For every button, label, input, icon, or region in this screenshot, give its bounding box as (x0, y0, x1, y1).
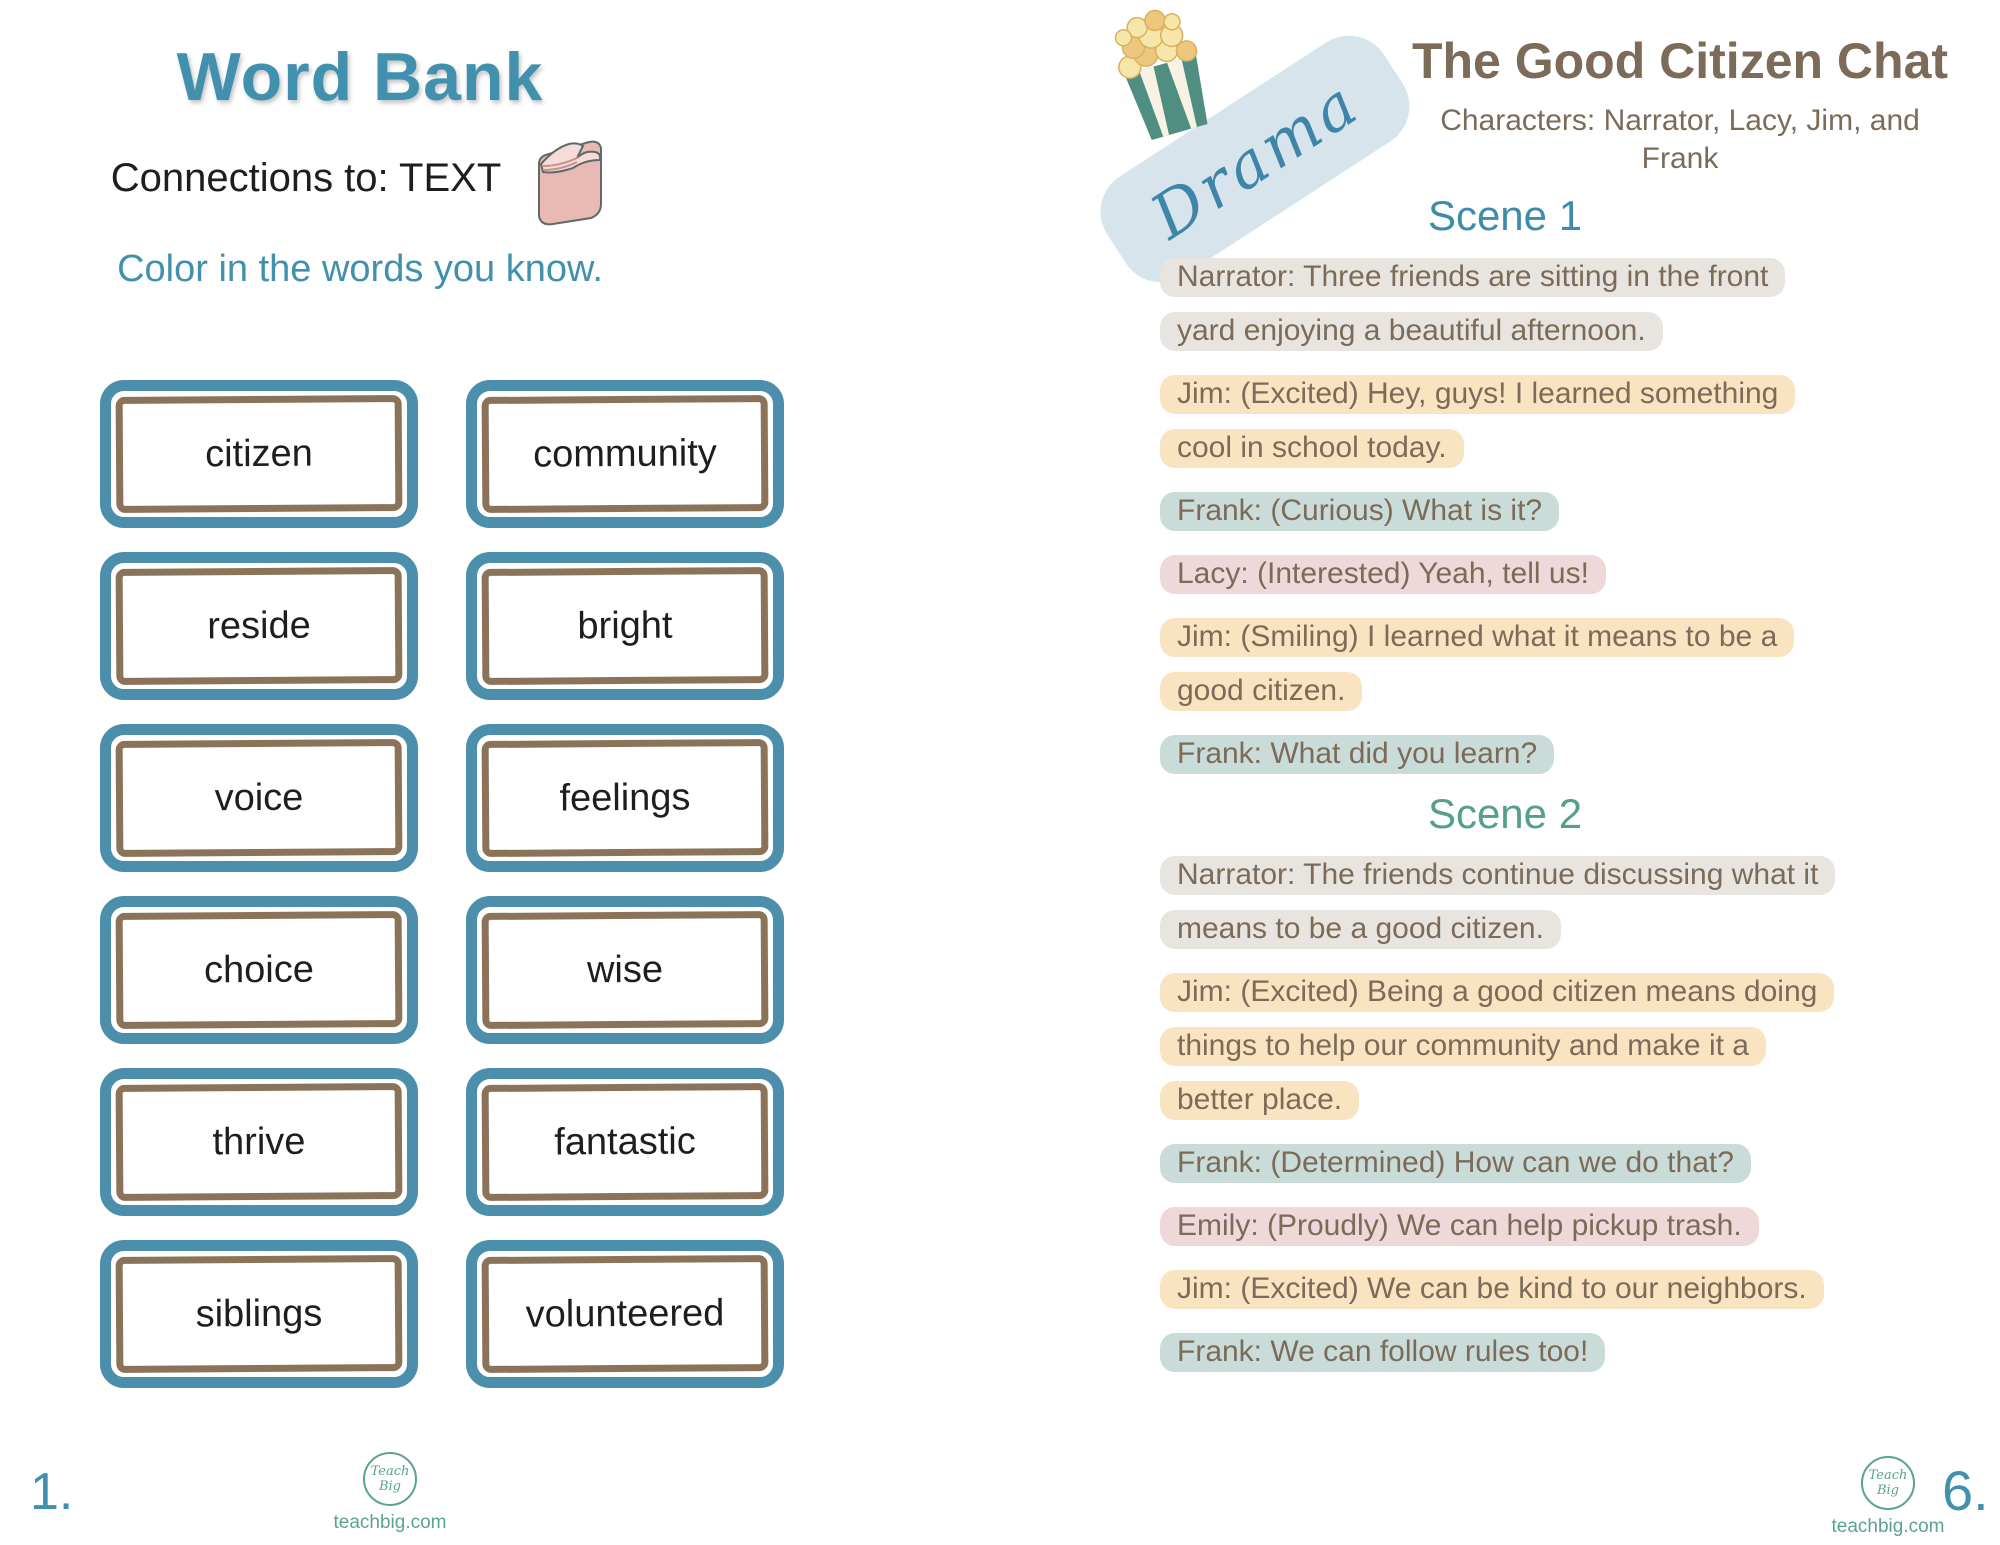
instruction-text: Color in the words you know. (117, 248, 603, 290)
word-card-choice[interactable]: choice (100, 896, 418, 1044)
speech-text: Narrator: Three friends are sitting in t… (1160, 258, 1786, 351)
word-bank-grid: citizen community reside bright voice fe… (100, 380, 784, 1388)
characters-list: Characters: Narrator, Lacy, Jim, and Fra… (1440, 104, 1920, 175)
word-bank-header: Word Bank Connections to: TEXT Color in … (40, 38, 680, 291)
word-card-reside[interactable]: reside (100, 552, 418, 700)
word-label: citizen (115, 395, 403, 513)
word-label: community (481, 395, 769, 513)
speech-text: Jim: (Excited) Being a good citizen mean… (1160, 973, 1835, 1120)
teachbig-logo-circle: Teach Big (363, 1452, 417, 1506)
teachbig-logo-circle: Teach Big (1861, 1456, 1915, 1510)
speech-narrator: Narrator: The friends continue discussin… (1160, 848, 1975, 956)
subtitle-text: Connections to: TEXT (110, 155, 502, 200)
word-label: voice (115, 739, 403, 857)
teachbig-logo-left: Teach Big teachbig.com (330, 1452, 450, 1534)
word-card-wise[interactable]: wise (466, 896, 784, 1044)
word-label: volunteered (481, 1255, 769, 1373)
word-label: choice (115, 911, 403, 1029)
speech-text: Narrator: The friends continue discussin… (1160, 856, 1836, 949)
speech-jim: Jim: (Excited) Hey, guys! I learned some… (1160, 367, 1975, 475)
drama-title: The Good Citizen Chat (1411, 33, 1949, 89)
speech-frank: Frank: What did you learn? (1160, 727, 1975, 781)
speech-jim: Jim: (Excited) We can be kind to our nei… (1160, 1262, 1975, 1316)
word-card-voice[interactable]: voice (100, 724, 418, 872)
speech-text: Lacy: (Interested) Yeah, tell us! (1160, 555, 1606, 594)
speech-frank: Frank: We can follow rules too! (1160, 1325, 1975, 1379)
word-card-thrive[interactable]: thrive (100, 1068, 418, 1216)
teachbig-logo-text: Teach Big (370, 1464, 410, 1494)
teachbig-logo-text: Teach Big (1868, 1468, 1908, 1498)
speech-narrator: Narrator: Three friends are sitting in t… (1160, 250, 1975, 358)
speech-text: Jim: (Excited) Hey, guys! I learned some… (1160, 375, 1796, 468)
teachbig-logo-right: Teach Big teachbig.com (1828, 1456, 1948, 1538)
word-card-siblings[interactable]: siblings (100, 1240, 418, 1388)
page-number-right: 6. (1942, 1459, 1989, 1522)
teachbig-url: teachbig.com (333, 1512, 447, 1533)
word-card-fantastic[interactable]: fantastic (466, 1068, 784, 1216)
page-title: Word Bank (176, 39, 544, 115)
speech-text: Frank: (Curious) What is it? (1160, 492, 1560, 531)
speech-text: Emily: (Proudly) We can help pickup tras… (1160, 1207, 1759, 1246)
speech-frank: Frank: (Determined) How can we do that? (1160, 1136, 1975, 1190)
page-number-left: 1. (30, 1463, 74, 1521)
word-card-citizen[interactable]: citizen (100, 380, 418, 528)
popcorn-icon (1114, 9, 1208, 140)
word-label: siblings (115, 1255, 403, 1373)
word-label: fantastic (481, 1083, 769, 1201)
speech-frank: Frank: (Curious) What is it? (1160, 484, 1975, 538)
teachbig-url: teachbig.com (1831, 1516, 1945, 1537)
speech-jim: Jim: (Excited) Being a good citizen mean… (1160, 965, 1975, 1127)
word-card-volunteered[interactable]: volunteered (466, 1240, 784, 1388)
speech-emily: Emily: (Proudly) We can help pickup tras… (1160, 1199, 1975, 1253)
book-icon (538, 140, 603, 226)
speech-text: Frank: (Determined) How can we do that? (1160, 1144, 1751, 1183)
scene-1-heading: Scene 1 (1427, 192, 1583, 239)
word-label: bright (481, 567, 769, 685)
word-card-community[interactable]: community (466, 380, 784, 528)
speech-text: Jim: (Smiling) I learned what it means t… (1160, 618, 1795, 711)
word-label: feelings (481, 739, 769, 857)
word-label: reside (115, 567, 403, 685)
speech-text: Frank: What did you learn? (1160, 735, 1555, 774)
speech-jim: Jim: (Smiling) I learned what it means t… (1160, 610, 1975, 718)
scene-2-heading: Scene 2 (1427, 790, 1583, 837)
subtitle-row: Connections to: TEXT (40, 130, 680, 226)
dialogue-script: Scene 1 Narrator: Three friends are sitt… (1160, 188, 1975, 1388)
word-card-bright[interactable]: bright (466, 552, 784, 700)
speech-text: Jim: (Excited) We can be kind to our nei… (1160, 1270, 1824, 1309)
word-label: thrive (115, 1083, 403, 1201)
word-card-feelings[interactable]: feelings (466, 724, 784, 872)
speech-text: Frank: We can follow rules too! (1160, 1333, 1606, 1372)
word-label: wise (481, 911, 769, 1029)
speech-lacy: Lacy: (Interested) Yeah, tell us! (1160, 547, 1975, 601)
